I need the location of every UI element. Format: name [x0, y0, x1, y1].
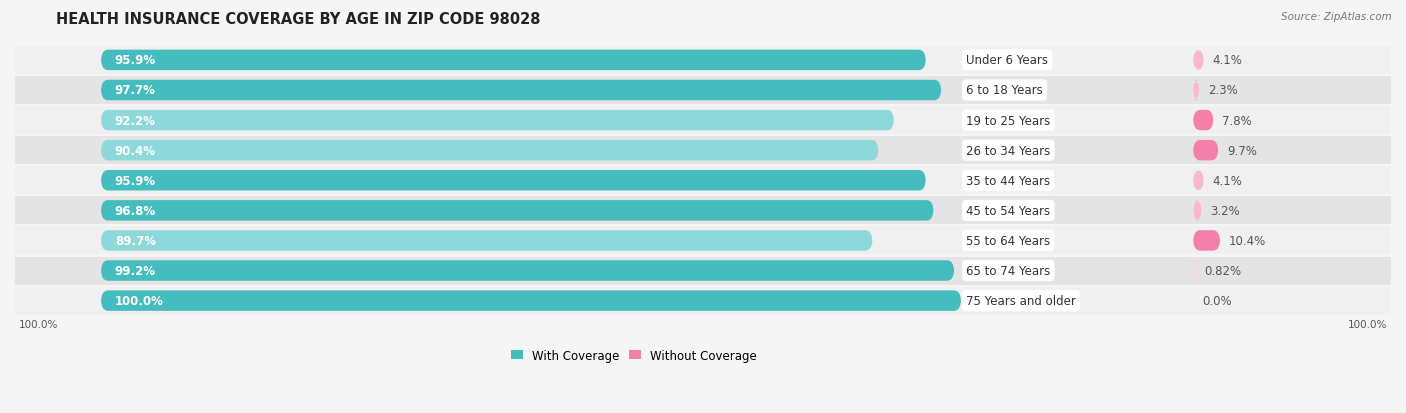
Bar	[15, 167, 1391, 195]
FancyBboxPatch shape	[101, 230, 872, 251]
Text: Source: ZipAtlas.com: Source: ZipAtlas.com	[1281, 12, 1392, 22]
Text: 4.1%: 4.1%	[1212, 174, 1243, 188]
FancyBboxPatch shape	[1194, 140, 1218, 161]
Text: 100.0%: 100.0%	[18, 320, 58, 330]
FancyBboxPatch shape	[101, 81, 941, 101]
Text: 90.4%: 90.4%	[115, 144, 156, 157]
Text: 35 to 44 Years: 35 to 44 Years	[966, 174, 1050, 188]
Text: HEALTH INSURANCE COVERAGE BY AGE IN ZIP CODE 98028: HEALTH INSURANCE COVERAGE BY AGE IN ZIP …	[56, 12, 541, 27]
Text: 100.0%: 100.0%	[1348, 320, 1388, 330]
FancyBboxPatch shape	[1194, 111, 1213, 131]
Text: 55 to 64 Years: 55 to 64 Years	[966, 234, 1050, 247]
FancyBboxPatch shape	[1194, 230, 1220, 251]
Text: 99.2%: 99.2%	[115, 264, 156, 278]
Text: 4.1%: 4.1%	[1212, 54, 1243, 67]
Bar	[15, 77, 1391, 105]
Bar	[15, 287, 1391, 315]
Text: 19 to 25 Years: 19 to 25 Years	[966, 114, 1050, 127]
Text: 96.8%: 96.8%	[115, 204, 156, 217]
Text: 0.82%: 0.82%	[1204, 264, 1241, 278]
FancyBboxPatch shape	[1192, 81, 1201, 101]
FancyBboxPatch shape	[1194, 171, 1204, 191]
FancyBboxPatch shape	[101, 201, 934, 221]
FancyBboxPatch shape	[101, 50, 925, 71]
Bar	[15, 137, 1391, 165]
Text: 97.7%: 97.7%	[115, 84, 156, 97]
FancyBboxPatch shape	[1194, 201, 1202, 221]
Text: 3.2%: 3.2%	[1211, 204, 1240, 217]
Text: 26 to 34 Years: 26 to 34 Years	[966, 144, 1050, 157]
Bar	[15, 47, 1391, 75]
Bar	[15, 227, 1391, 255]
FancyBboxPatch shape	[101, 261, 955, 281]
FancyBboxPatch shape	[101, 291, 960, 311]
Bar	[15, 197, 1391, 225]
FancyBboxPatch shape	[101, 140, 879, 161]
Text: 95.9%: 95.9%	[115, 174, 156, 188]
Text: 10.4%: 10.4%	[1229, 234, 1265, 247]
Text: 89.7%: 89.7%	[115, 234, 156, 247]
FancyBboxPatch shape	[1188, 261, 1201, 281]
Text: 65 to 74 Years: 65 to 74 Years	[966, 264, 1050, 278]
Text: Under 6 Years: Under 6 Years	[966, 54, 1047, 67]
Text: 100.0%: 100.0%	[115, 294, 163, 307]
FancyBboxPatch shape	[1194, 50, 1204, 71]
Text: 7.8%: 7.8%	[1222, 114, 1251, 127]
Bar	[15, 257, 1391, 285]
Text: 6 to 18 Years: 6 to 18 Years	[966, 84, 1043, 97]
Text: 45 to 54 Years: 45 to 54 Years	[966, 204, 1050, 217]
Legend: With Coverage, Without Coverage: With Coverage, Without Coverage	[506, 344, 762, 367]
Text: 75 Years and older: 75 Years and older	[966, 294, 1076, 307]
Text: 9.7%: 9.7%	[1227, 144, 1257, 157]
FancyBboxPatch shape	[101, 111, 894, 131]
FancyBboxPatch shape	[101, 171, 925, 191]
Bar	[15, 107, 1391, 135]
Text: 2.3%: 2.3%	[1208, 84, 1237, 97]
Text: 0.0%: 0.0%	[1202, 294, 1232, 307]
Text: 92.2%: 92.2%	[115, 114, 156, 127]
Text: 95.9%: 95.9%	[115, 54, 156, 67]
